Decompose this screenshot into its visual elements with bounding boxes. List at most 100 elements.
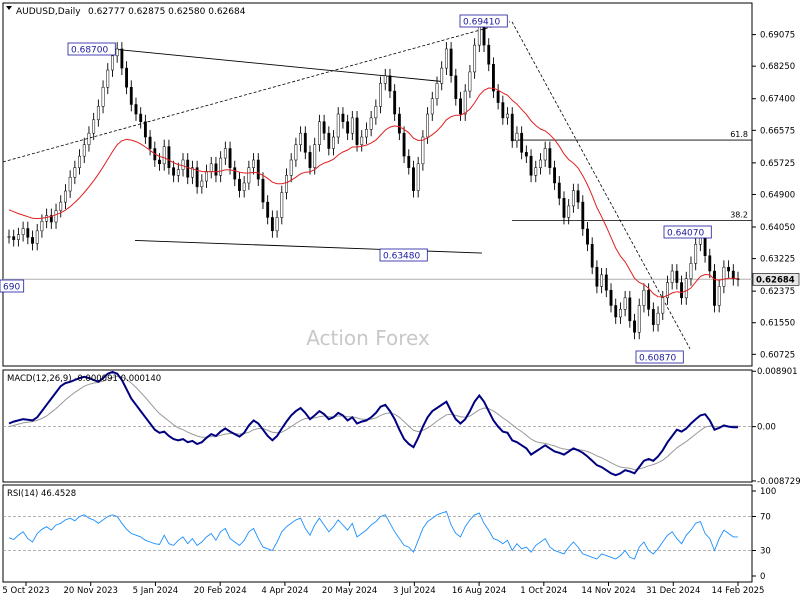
candle-body-11 (59, 201, 63, 211)
candle-body-106 (506, 113, 509, 119)
candle-body-12 (64, 190, 67, 203)
candle-body-137 (651, 309, 655, 325)
price-tick-label-8: 0.62375 (760, 287, 795, 297)
candle-body-59 (285, 175, 288, 193)
candle-body-111 (529, 155, 533, 176)
x-tick-label-1: 20 Nov 2023 (64, 586, 118, 596)
annotation-low-2-box (635, 350, 684, 364)
macd-tick-label-2: -0.008729 (757, 477, 800, 487)
candle-body-118 (562, 198, 566, 218)
macd-tick-label-0: 0.008901 (757, 367, 798, 377)
watermark: Action Forex (306, 326, 430, 350)
x-tick-label-9: 14 Nov 2024 (581, 586, 635, 596)
x-tick-label-2: 5 Jan 2024 (133, 586, 179, 596)
candle-body-154 (731, 270, 735, 279)
candle-body-99 (473, 44, 477, 73)
symbol-arrow-icon (6, 6, 12, 10)
candle-body-120 (571, 190, 575, 207)
candle-body-50 (242, 182, 246, 191)
candle-body-73 (350, 117, 354, 134)
ohlc-label: 0.62777 0.62875 0.62580 0.62684 (88, 7, 246, 17)
candle-body-129 (614, 305, 618, 318)
candle-body-96 (459, 98, 462, 115)
candle-body-105 (501, 102, 505, 119)
candle-body-84 (402, 132, 406, 157)
candle-body-130 (618, 309, 622, 318)
candle-body-110 (524, 152, 528, 157)
candle-body-56 (270, 217, 274, 232)
symbol-label: AUDUSD,Daily (16, 7, 81, 17)
annotation-high-2: 0.69410 (463, 18, 500, 28)
price-tick-label-9: 0.61550 (760, 319, 795, 329)
price-tick-label-6: 0.64050 (760, 223, 795, 233)
candle-body-15 (78, 155, 81, 168)
price-series (7, 19, 740, 340)
candle-body-2 (16, 234, 20, 240)
candle-body-71 (341, 113, 345, 122)
candle-body-125 (595, 266, 599, 287)
candle-body-27 (134, 104, 138, 115)
x-tick-label-6: 3 Jul 2024 (393, 586, 436, 596)
candle-body-65 (313, 144, 317, 168)
candle-body-39 (191, 167, 194, 178)
rsi-line (8, 510, 738, 560)
candle-body-146 (694, 243, 698, 264)
annotation-low-2: 0.60870 (639, 354, 676, 364)
candle-body-6 (35, 230, 39, 244)
candle-body-62 (299, 132, 303, 145)
panel-frame-2 (2, 484, 753, 583)
candle-body-92 (440, 67, 444, 84)
candle-body-124 (590, 243, 594, 268)
candle-body-126 (600, 274, 604, 287)
candle-body-133 (633, 320, 636, 333)
candle-body-100 (477, 25, 481, 46)
candle-body-5 (31, 237, 34, 244)
candle-body-90 (430, 98, 434, 115)
candle-body-121 (576, 190, 580, 203)
x-tick-label-10: 31 Dec 2024 (646, 586, 700, 596)
candle-body-72 (346, 121, 350, 134)
candle-body-102 (487, 44, 491, 65)
annotation-low-1-box (379, 248, 428, 262)
annotation-recent-high-box (663, 225, 712, 239)
candle-body-57 (275, 217, 279, 232)
candle-body-134 (637, 305, 641, 333)
candle-body-139 (661, 297, 665, 314)
candle-body-151 (717, 286, 721, 306)
annotation-left-cut: 690 (3, 283, 20, 293)
candle-body-87 (416, 163, 420, 191)
candle-body-86 (412, 167, 415, 191)
candle-body-119 (567, 205, 571, 218)
candle-body-24 (120, 48, 124, 69)
annotation-low-1: 0.63480 (383, 252, 420, 262)
candle-body-38 (186, 159, 190, 178)
macd-signal-line (8, 375, 738, 471)
candle-body-21 (106, 69, 110, 88)
candle-body-58 (280, 192, 284, 218)
candle-body-138 (656, 312, 660, 325)
x-tick-label-0: 5 Oct 2023 (2, 586, 49, 596)
candle-body-64 (308, 152, 312, 168)
candle-body-142 (675, 270, 679, 283)
candle-body-33 (162, 146, 166, 165)
chart-text: 0.69075 0.68250 0.67400 0.66575 0.65725 0.649… (0, 6, 800, 596)
rsi-tick-label-1: 70 (760, 513, 771, 523)
indicator-series (8, 370, 738, 560)
candle-body-32 (158, 159, 161, 165)
price-tick-label-7: 0.63225 (760, 255, 795, 265)
candle-body-150 (713, 270, 716, 306)
price-tick-label-2: 0.67400 (760, 95, 795, 105)
rsi-tick-label-0: 100 (760, 487, 776, 497)
candle-body-25 (125, 67, 129, 88)
candle-body-7 (40, 221, 44, 232)
price-tick-label-3: 0.66575 (760, 126, 795, 136)
candle-body-107 (510, 113, 514, 142)
candle-body-132 (628, 297, 632, 322)
candle-body-9 (49, 215, 53, 223)
price-tick-label-5: 0.64900 (760, 190, 795, 200)
candle-body-123 (586, 228, 589, 245)
candle-body-113 (539, 159, 542, 168)
moving-average-line (8, 87, 739, 298)
candle-body-128 (609, 289, 613, 306)
